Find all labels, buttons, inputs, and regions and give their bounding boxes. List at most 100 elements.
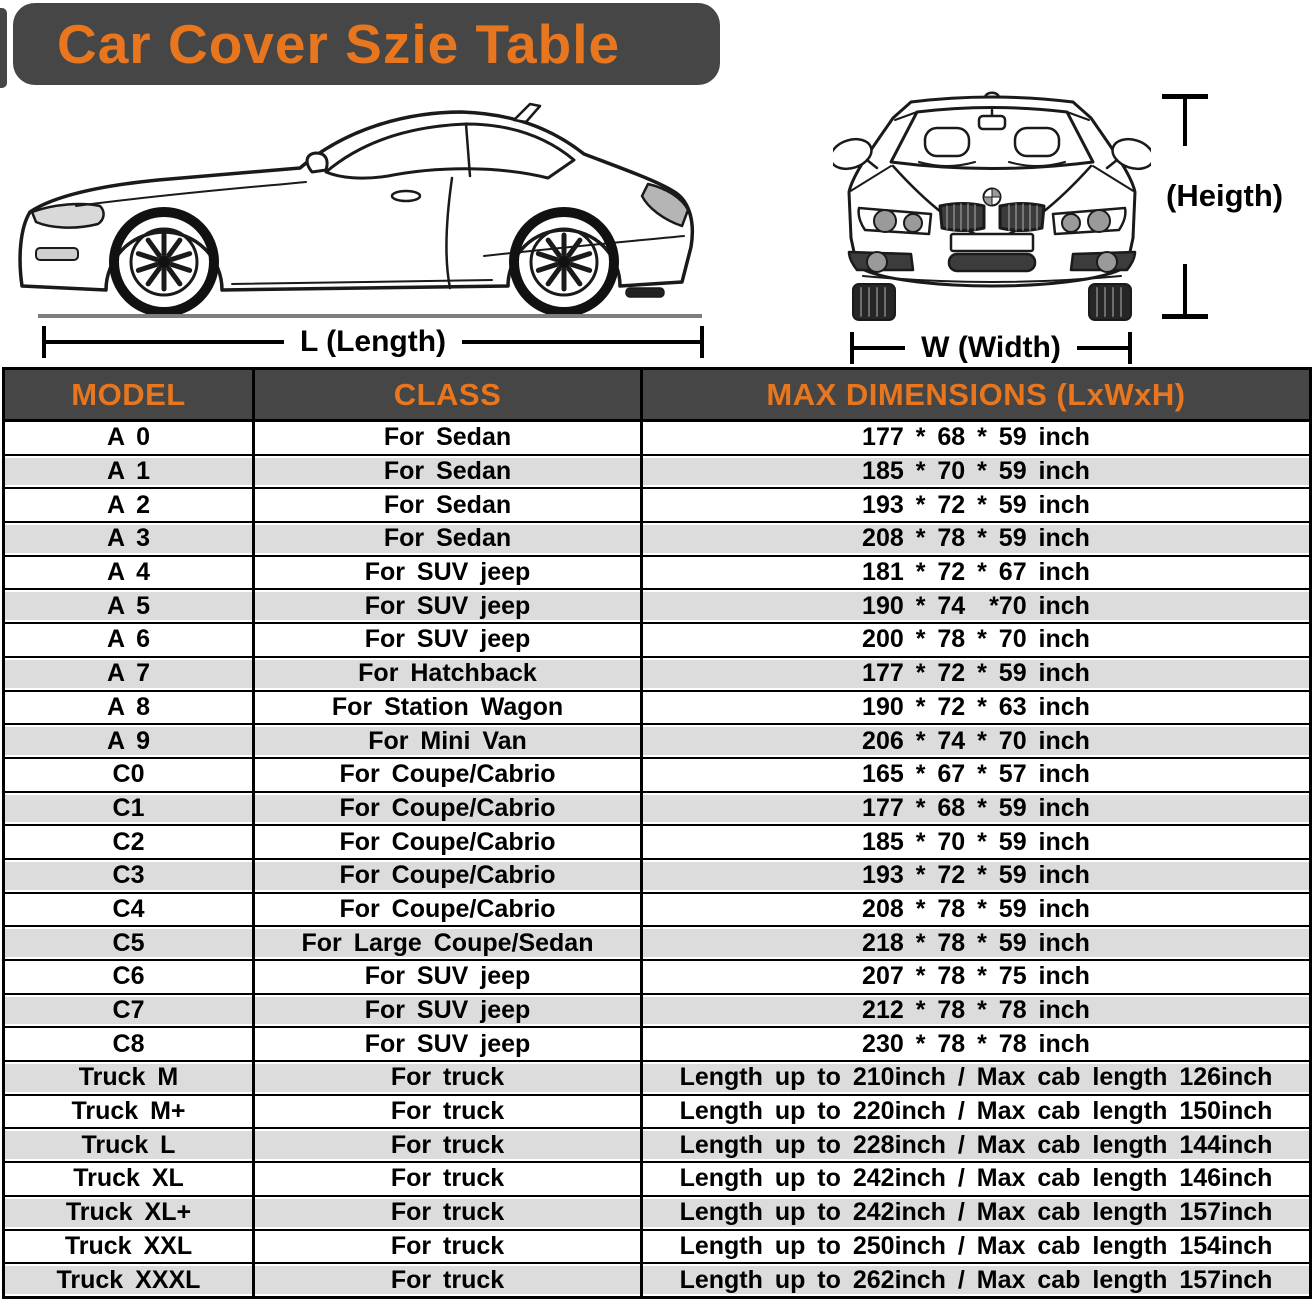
table-cell: 212 * 78 * 78 inch [640, 992, 1311, 1028]
page-title: Car Cover Szie Table [57, 13, 621, 75]
dimension-tick [42, 326, 46, 358]
table-cell: For Sedan [252, 521, 642, 556]
table-cell: A 8 [3, 689, 254, 725]
table-cell: For truck [252, 1093, 642, 1129]
table-row: C4 For Coupe/Cabrio 208 * 78 * 59 inch [3, 891, 1311, 927]
dimension-tick [700, 326, 705, 358]
table-cell: 208 * 78 * 59 inch [640, 891, 1311, 927]
table-cell: Length up to 228inch / Max cab length 14… [640, 1127, 1311, 1163]
table-cell: Truck XXXL [3, 1262, 254, 1298]
table-row: Truck XL For truck Length up to 242inch / … [3, 1161, 1311, 1196]
table-cell: For Sedan [252, 453, 642, 489]
dimension-line [462, 340, 701, 344]
table-cell: A 0 [107, 423, 150, 452]
table-cell: C3 [3, 857, 254, 893]
table-cell: A 4 [3, 554, 254, 590]
table-row: Truck M For truck Length up to 210inch / M… [3, 1060, 1311, 1095]
table-cell: 190 * 72 * 63 inch [640, 689, 1311, 725]
length-label: L (Length) [299, 325, 447, 358]
banner-edge-decoration [0, 8, 7, 88]
table-cell: C5 [3, 925, 254, 960]
table-cell: 206 * 74 * 70 inch [640, 723, 1311, 758]
table-cell: For Coupe/Cabrio [252, 756, 642, 792]
table-cell: 200 * 78 * 70 inch [640, 622, 1311, 657]
table-row: A 8 For Station Wagon 190 * 72 * 63 inch [3, 689, 1311, 725]
table-cell: 218 * 78 * 59 inch [640, 925, 1311, 960]
table-row: A 6 For SUV jeep 200 * 78 * 70 inch [3, 622, 1311, 657]
title-banner: Car Cover Szie Table [13, 3, 720, 85]
dimension-line [46, 340, 284, 344]
table-cell: For SUV jeep [252, 959, 642, 994]
table-row: A 9 For Mini Van 206 * 74 * 70 inch [3, 723, 1311, 758]
table-cell: Length up to 262inch / Max cab length 15… [640, 1262, 1311, 1298]
table-row: A 2 For Sedan 193 * 72 * 59 inch [3, 487, 1311, 523]
table-cell: For Coupe/Cabrio [252, 891, 642, 927]
car-side-view-drawing [18, 102, 695, 317]
height-dimension-line [1183, 264, 1187, 316]
table-cell: C0 [3, 756, 254, 792]
table-cell: C2 [3, 824, 254, 859]
table-cell: For Sedan [252, 487, 642, 523]
dimension-line [1076, 346, 1129, 350]
table-cell: A 1 [3, 453, 254, 489]
table-cell: Length up to 242inch / Max cab length 14… [640, 1161, 1311, 1196]
table-cell: Truck M [3, 1060, 254, 1095]
car-front-view-drawing [833, 91, 1151, 321]
table-row: C3 For Coupe/Cabrio 193 * 72 * 59 inch [3, 857, 1311, 893]
width-dimension-line: W (Width) [850, 331, 1133, 364]
column-header-model: MODEL [3, 368, 254, 422]
table-cell: C6 [3, 959, 254, 994]
table-cell: For truck [252, 1194, 642, 1230]
table-cell: Length up to 250inch / Max cab length 15… [640, 1228, 1311, 1264]
table-row: A 1 For Sedan 185 * 70 * 59 inch [3, 453, 1311, 489]
table-cell: For Station Wagon [252, 689, 642, 725]
height-dimension-cap [1162, 314, 1208, 319]
table-cell: For truck [252, 1127, 642, 1163]
table-cell: For Large Coupe/Sedan [252, 925, 642, 960]
table-row: Truck L For truck Length up to 228inch / M… [3, 1127, 1311, 1163]
table-cell: Truck XL+ [3, 1194, 254, 1230]
table-row: A 4 For SUV jeep 181 * 72 * 67 inch [3, 554, 1311, 590]
table-cell: 177 * 68 * 59 inch [640, 790, 1311, 826]
table-cell: For Sedan [252, 420, 642, 455]
table-cell: For truck [252, 1262, 642, 1298]
height-label: (Heigth) [1166, 178, 1284, 213]
table-cell: A 2 [3, 487, 254, 523]
table-row: C6 For SUV jeep 207 * 78 * 75 inch [3, 959, 1311, 994]
table-cell: A 6 [3, 622, 254, 657]
table-cell: For truck [252, 1228, 642, 1264]
table-row: Truck XXL For truck Length up to 250inch /… [3, 1228, 1311, 1264]
table-cell: C1 [3, 790, 254, 826]
table-cell: 185 * 70 * 59 inch [640, 453, 1311, 489]
dimension-tick [1128, 332, 1133, 364]
table-cell: 230 * 78 * 78 inch [640, 1026, 1311, 1062]
dimension-line [854, 346, 906, 350]
table-cell: For Coupe/Cabrio [252, 824, 642, 859]
table-cell: For Coupe/Cabrio [252, 790, 642, 826]
table-row: C8 For SUV jeep 230 * 78 * 78 inch [3, 1026, 1311, 1062]
table-cell: For truck [252, 1060, 642, 1095]
table-cell: 208 * 78 * 59 inch [640, 521, 1311, 556]
table-cell: 185 * 70 * 59 inch [640, 824, 1311, 859]
table-cell: For SUV jeep [252, 622, 642, 657]
table-cell: For Mini Van [252, 723, 642, 758]
table-header-row: MODEL CLASS MAX DIMENSIONS (LxWxH) [3, 368, 1311, 422]
table-cell: 177 * 72 * 59 inch [640, 655, 1311, 691]
car-dimension-diagram: L (Length) W (Width) (Heigth) [0, 88, 1314, 367]
table-cell: For SUV jeep [252, 1026, 642, 1062]
table-cell: For Hatchback [252, 655, 642, 691]
table-row: A 3 For Sedan 208 * 78 * 59 inch [3, 521, 1311, 556]
table-cell: A 7 [3, 655, 254, 691]
table-cell: For Coupe/Cabrio [252, 857, 642, 893]
table-cell: Truck L [3, 1127, 254, 1163]
table-row: Truck XL+ For truck Length up to 242inch /… [3, 1194, 1311, 1230]
length-dimension-line: L (Length) [42, 325, 705, 358]
table-cell: Length up to 210inch / Max cab length 12… [640, 1060, 1311, 1095]
table-cell: A 3 [3, 521, 254, 556]
table-row: A 5 For SUV jeep 190 * 74 *70 inch [3, 588, 1311, 624]
table-row: A 7 For Hatchback 177 * 72 * 59 inch [3, 655, 1311, 691]
table-cell: Truck XXL [3, 1228, 254, 1264]
column-header-dimensions: MAX DIMENSIONS (LxWxH) [640, 368, 1311, 422]
table-cell: C4 [3, 891, 254, 927]
table-cell: A 5 [3, 588, 254, 624]
